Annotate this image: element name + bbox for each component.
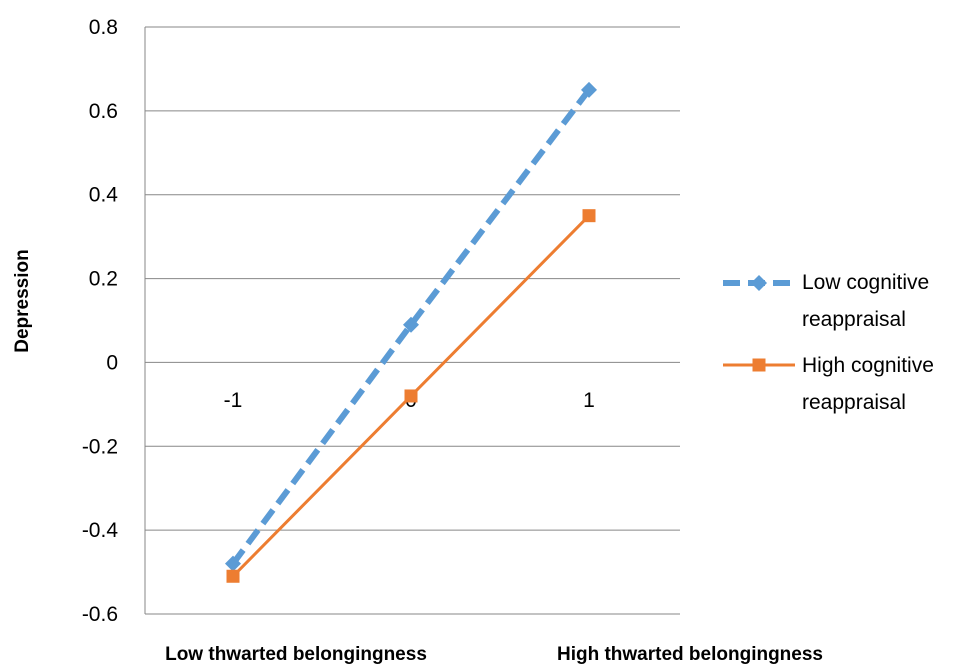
data-point <box>581 81 597 98</box>
legend-label: Low cognitive <box>802 271 929 294</box>
y-tick-label: -0.4 <box>82 519 119 542</box>
y-tick-label: 0 <box>106 351 118 374</box>
legend-item: Low cognitive reappraisal <box>723 271 929 331</box>
legend-label: reappraisal <box>802 308 906 331</box>
x-tick-label: -1 <box>224 389 243 412</box>
legend-item: High cognitive reappraisal <box>723 354 934 414</box>
x-axis-label-high: High thwarted belongingness <box>557 644 823 665</box>
y-tick-label: 0.4 <box>89 184 119 207</box>
y-tick-label: -0.2 <box>82 435 118 458</box>
legend-swatch-marker <box>751 275 767 291</box>
legend-label: High cognitive <box>802 354 934 377</box>
data-point <box>226 569 240 583</box>
y-tick-label: 0.8 <box>89 16 118 39</box>
y-axis-ticks: -0.6 -0.4 -0.2 0 0.2 0.4 0.6 0.8 <box>82 16 119 626</box>
series <box>225 81 597 583</box>
series-high-cognitive-reappraisal <box>226 209 596 583</box>
data-point <box>582 209 596 223</box>
data-point <box>403 316 419 333</box>
x-axis-label-low: Low thwarted belongingness <box>165 644 427 665</box>
y-tick-label: 0.6 <box>89 100 118 123</box>
x-tick-label: 1 <box>583 389 595 412</box>
legend-swatch-marker <box>752 358 766 372</box>
grid <box>144 26 680 615</box>
series-low-cognitive-reappraisal <box>225 81 597 572</box>
y-tick-label: 0.2 <box>89 268 118 291</box>
y-tick-label: -0.6 <box>82 603 118 626</box>
y-axis-title: Depression <box>12 249 33 352</box>
legend-label: reappraisal <box>802 391 906 414</box>
data-point <box>225 555 241 572</box>
data-point <box>404 389 418 403</box>
legend: Low cognitive reappraisal High cognitive re… <box>723 271 934 414</box>
